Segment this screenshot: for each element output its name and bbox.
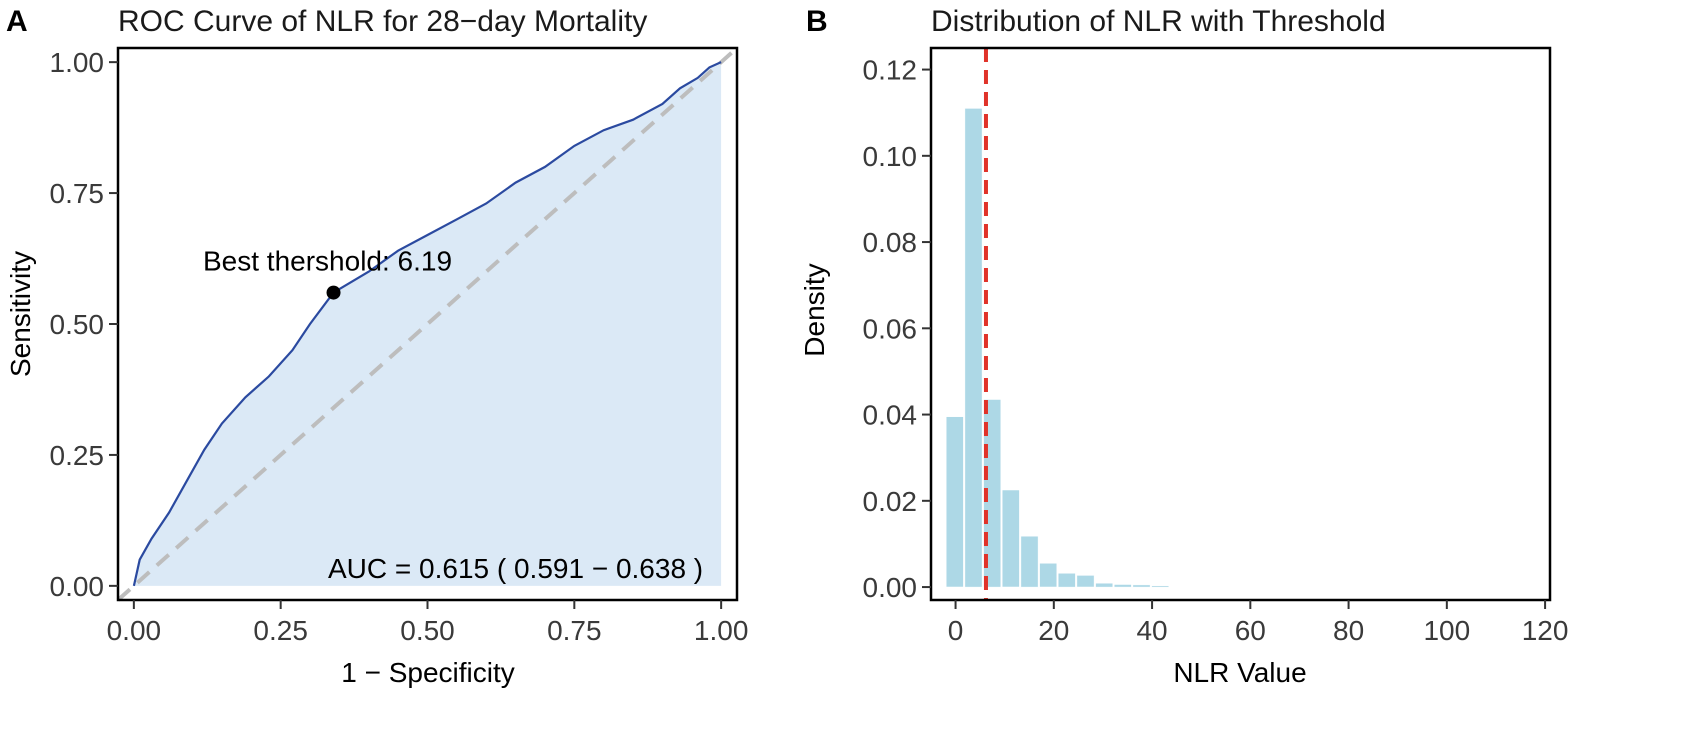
histogram-y-tick-label: 0.02 bbox=[863, 486, 918, 517]
reference-diagonal bbox=[116, 46, 739, 602]
panel-b-letter: B bbox=[806, 5, 828, 38]
histogram-bar bbox=[1132, 584, 1151, 588]
roc-x-axis: 0.00 0.25 0.50 0.75 1.00 bbox=[107, 600, 749, 646]
roc-y-tick-label: 0.00 bbox=[50, 571, 105, 602]
roc-y-tick-label: 0.75 bbox=[50, 178, 105, 209]
panel-a-letter: A bbox=[6, 5, 28, 38]
histogram-x-tick-label: 20 bbox=[1038, 615, 1069, 646]
roc-x-tick-label: 1.00 bbox=[694, 615, 749, 646]
histogram-bar bbox=[1151, 585, 1170, 588]
roc-y-tick-label: 1.00 bbox=[50, 47, 105, 78]
histogram-bar bbox=[1039, 563, 1058, 588]
histogram-x-tick-label: 40 bbox=[1136, 615, 1167, 646]
roc-y-axis-label: Sensitivity bbox=[5, 251, 36, 377]
histogram-x-tick-label: 0 bbox=[948, 615, 964, 646]
panel-b-title: Distribution of NLR with Threshold bbox=[931, 5, 1386, 38]
histogram-bar bbox=[1020, 535, 1039, 588]
histogram-x-tick-label: 80 bbox=[1333, 615, 1364, 646]
histogram-x-tick-label: 100 bbox=[1423, 615, 1470, 646]
histogram-y-tick-label: 0.06 bbox=[863, 313, 918, 344]
histogram-x-axis-label: NLR Value bbox=[1173, 657, 1306, 688]
roc-plot-area: Best thershold: 6.19 AUC = 0.615 ( 0.591… bbox=[116, 46, 739, 602]
histogram-y-tick-label: 0.12 bbox=[863, 55, 918, 86]
roc-x-tick-label: 0.75 bbox=[547, 615, 602, 646]
histogram-y-tick-label: 0.00 bbox=[863, 572, 918, 603]
roc-y-axis: 0.00 0.25 0.50 0.75 1.00 bbox=[50, 47, 118, 602]
panel-a-title: ROC Curve of NLR for 28−day Mortality bbox=[118, 5, 647, 38]
best-threshold-point bbox=[326, 285, 341, 300]
histogram-y-axis: 0.00 0.02 0.04 0.06 0.08 0.10 0.12 bbox=[863, 55, 931, 603]
histogram-y-tick-label: 0.10 bbox=[863, 141, 918, 172]
histogram-plot-border bbox=[929, 46, 1552, 602]
histogram-y-tick-label: 0.08 bbox=[863, 227, 918, 258]
panel-b: B Distribution of NLR with Threshold 0 20… bbox=[799, 5, 1568, 688]
panel-a: A ROC Curve of NLR for 28−day Mortality … bbox=[5, 5, 748, 688]
histogram-y-tick-label: 0.04 bbox=[863, 400, 918, 431]
roc-x-tick-label: 0.50 bbox=[400, 615, 455, 646]
histogram-bar bbox=[1001, 489, 1020, 588]
histogram-plot-area bbox=[929, 46, 1552, 602]
best-threshold-label: Best thershold: 6.19 bbox=[203, 246, 452, 277]
histogram-bars bbox=[945, 108, 1170, 588]
roc-y-tick-label: 0.50 bbox=[50, 309, 105, 340]
histogram-bar bbox=[945, 416, 964, 588]
roc-x-tick-label: 0.00 bbox=[107, 615, 162, 646]
roc-x-axis-label: 1 − Specificity bbox=[341, 657, 515, 688]
histogram-bar bbox=[964, 108, 983, 588]
roc-y-tick-label: 0.25 bbox=[50, 440, 105, 471]
histogram-bar bbox=[1113, 584, 1132, 588]
auc-annotation: AUC = 0.615 ( 0.591 − 0.638 ) bbox=[328, 553, 703, 584]
histogram-bar bbox=[1095, 582, 1114, 588]
roc-x-tick-label: 0.25 bbox=[253, 615, 308, 646]
histogram-x-tick-label: 60 bbox=[1235, 615, 1266, 646]
histogram-x-tick-label: 120 bbox=[1522, 615, 1569, 646]
histogram-bar bbox=[1057, 573, 1076, 588]
histogram-bar bbox=[1076, 575, 1095, 588]
histogram-y-axis-label: Density bbox=[799, 263, 830, 356]
roc-curve bbox=[132, 61, 722, 587]
histogram-x-axis: 0 20 40 60 80 100 120 bbox=[948, 600, 1569, 646]
